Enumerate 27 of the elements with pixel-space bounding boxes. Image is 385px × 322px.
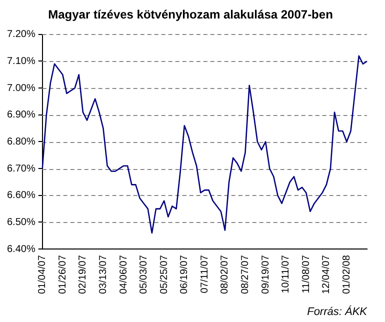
x-tick-label: 01/04/07 [37,254,48,294]
x-tick-label: 04/06/07 [118,254,130,294]
x-tick-label: 01/26/07 [57,254,68,294]
x-tick-label: 05/03/07 [138,254,150,294]
x-tick-label: 08/02/07 [220,254,231,294]
y-tick-label: 7.20% [6,29,36,40]
x-tick-label: 07/11/07 [199,254,210,294]
x-tick-label: 08/27/07 [240,254,252,294]
x-tick-label: 09/19/07 [260,254,272,294]
x-tick-label: 02/19/07 [78,254,89,294]
y-tick-label: 7.10% [6,56,36,67]
x-tick-label: 11/08/07 [300,254,312,294]
x-tick-label: 05/25/07 [158,254,170,294]
x-tick-label: 12/04/07 [321,254,332,294]
y-tick-label: 6.80% [6,136,36,148]
y-tick-label: 6.40% [6,244,36,255]
y-tick-label: 7.00% [6,82,36,94]
text: Forrás: ÁKK [307,306,367,318]
y-tick-label: 6.50% [6,216,36,228]
chart-title: Magyar tízéves kötvényhozam alakulása 2007-ben [48,8,333,22]
y-tick-label: 6.70% [6,163,36,174]
x-tick-label: 01/02/08 [341,254,352,294]
y-tick-label: 6.60% [6,190,36,202]
y-tick-label: 6.90% [6,110,36,121]
x-tick-label: 06/19/07 [179,254,190,294]
x-tick-label: 10/11/07 [280,254,292,294]
x-tick-label: 03/13/07 [98,254,109,294]
